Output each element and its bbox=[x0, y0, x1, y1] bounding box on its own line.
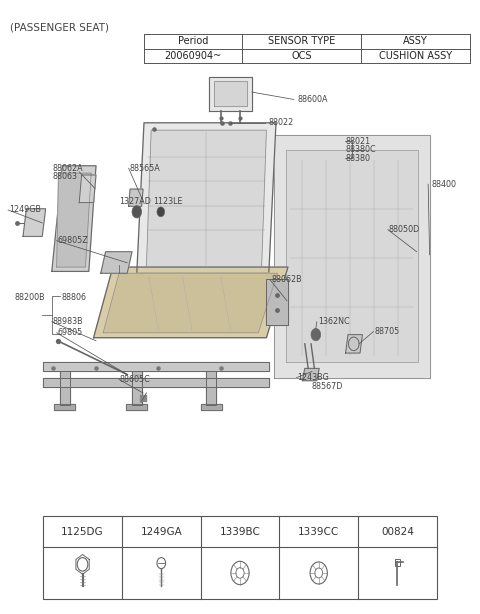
Text: 88022: 88022 bbox=[269, 119, 294, 127]
Point bbox=[274, 290, 281, 300]
Text: 88567D: 88567D bbox=[311, 383, 342, 391]
Text: 88062B: 88062B bbox=[271, 276, 302, 284]
Text: 69805Z: 69805Z bbox=[58, 236, 88, 245]
Bar bbox=[395, 559, 400, 565]
Point bbox=[54, 336, 61, 346]
Point bbox=[217, 113, 225, 123]
Text: 1125DG: 1125DG bbox=[61, 527, 104, 537]
Text: 88050D: 88050D bbox=[389, 225, 420, 234]
Text: 1249GB: 1249GB bbox=[10, 206, 42, 214]
Text: 88380: 88380 bbox=[346, 154, 371, 163]
Text: Period: Period bbox=[178, 36, 208, 46]
Text: 88605C: 88605C bbox=[120, 375, 151, 384]
Polygon shape bbox=[103, 273, 277, 333]
Text: OCS: OCS bbox=[291, 51, 312, 61]
Polygon shape bbox=[214, 81, 247, 106]
Text: 88565A: 88565A bbox=[130, 164, 160, 173]
Polygon shape bbox=[206, 371, 216, 405]
Text: 88400: 88400 bbox=[432, 180, 457, 188]
Point bbox=[155, 363, 162, 373]
Text: 20060904~: 20060904~ bbox=[164, 51, 222, 61]
Polygon shape bbox=[79, 175, 96, 203]
Polygon shape bbox=[129, 189, 143, 206]
Text: 1339CC: 1339CC bbox=[298, 527, 339, 537]
Circle shape bbox=[157, 207, 165, 217]
Polygon shape bbox=[126, 404, 147, 410]
Text: 1243BG: 1243BG bbox=[298, 373, 329, 382]
Text: CUSHION ASSY: CUSHION ASSY bbox=[379, 51, 452, 61]
Polygon shape bbox=[286, 150, 418, 362]
Text: 88983B: 88983B bbox=[53, 317, 84, 326]
Polygon shape bbox=[132, 371, 142, 405]
Point bbox=[49, 363, 57, 373]
Polygon shape bbox=[43, 378, 269, 387]
Text: SENSOR TYPE: SENSOR TYPE bbox=[268, 36, 335, 46]
Polygon shape bbox=[43, 362, 269, 371]
Polygon shape bbox=[101, 252, 132, 273]
Point bbox=[227, 118, 234, 128]
Text: 88806: 88806 bbox=[61, 293, 86, 301]
Polygon shape bbox=[266, 279, 288, 325]
Polygon shape bbox=[146, 130, 266, 267]
Text: 88021: 88021 bbox=[346, 137, 371, 146]
Text: (PASSENGER SEAT): (PASSENGER SEAT) bbox=[10, 23, 108, 33]
Polygon shape bbox=[346, 335, 362, 353]
Text: 88062A: 88062A bbox=[53, 164, 84, 173]
Polygon shape bbox=[23, 209, 46, 236]
Text: 88200B: 88200B bbox=[14, 293, 45, 301]
Text: 88063: 88063 bbox=[53, 173, 78, 181]
Bar bbox=[43, 516, 437, 599]
Polygon shape bbox=[137, 123, 276, 273]
Text: 88705: 88705 bbox=[374, 327, 400, 336]
Point bbox=[274, 305, 281, 315]
Point bbox=[217, 363, 225, 373]
Text: 1249GA: 1249GA bbox=[141, 527, 182, 537]
Polygon shape bbox=[302, 368, 319, 381]
Polygon shape bbox=[60, 371, 70, 405]
Point bbox=[150, 124, 157, 134]
Text: ASSY: ASSY bbox=[403, 36, 428, 46]
Text: 88380C: 88380C bbox=[346, 146, 376, 154]
Point bbox=[236, 113, 244, 123]
Polygon shape bbox=[57, 173, 91, 267]
Point bbox=[218, 118, 226, 128]
Point bbox=[13, 218, 21, 228]
Text: 1339BC: 1339BC bbox=[219, 527, 261, 537]
Point bbox=[139, 393, 147, 403]
Text: 69805: 69805 bbox=[58, 328, 83, 337]
Text: 1327AD: 1327AD bbox=[119, 197, 151, 206]
Circle shape bbox=[132, 206, 142, 218]
Text: 1362NC: 1362NC bbox=[318, 317, 349, 326]
Polygon shape bbox=[209, 77, 252, 111]
Polygon shape bbox=[274, 135, 430, 378]
Polygon shape bbox=[52, 166, 96, 271]
Text: 00824: 00824 bbox=[381, 527, 414, 537]
Polygon shape bbox=[54, 404, 75, 410]
Polygon shape bbox=[201, 404, 222, 410]
Polygon shape bbox=[94, 267, 288, 338]
Point bbox=[92, 363, 100, 373]
Circle shape bbox=[311, 328, 321, 341]
Text: 88600A: 88600A bbox=[298, 95, 328, 104]
Text: 1123LE: 1123LE bbox=[154, 197, 183, 206]
